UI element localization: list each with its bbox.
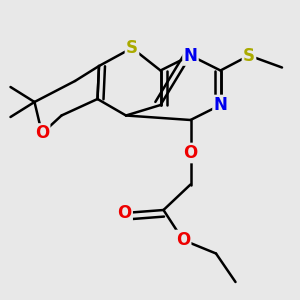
Text: S: S [243, 46, 255, 64]
Text: O: O [117, 204, 132, 222]
Text: O: O [35, 124, 49, 142]
Text: N: N [214, 96, 227, 114]
Text: S: S [126, 39, 138, 57]
Text: O: O [183, 144, 198, 162]
Text: O: O [176, 231, 190, 249]
Text: N: N [184, 46, 197, 64]
